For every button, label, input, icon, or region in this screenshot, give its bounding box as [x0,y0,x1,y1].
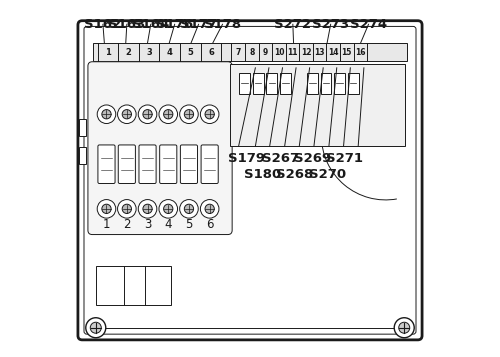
Text: 11: 11 [287,48,298,57]
FancyBboxPatch shape [84,26,416,334]
Circle shape [200,105,219,124]
Text: S176: S176 [156,18,193,31]
Circle shape [164,110,173,119]
FancyBboxPatch shape [78,21,422,340]
Circle shape [200,200,219,218]
Circle shape [97,105,116,124]
FancyBboxPatch shape [88,62,232,235]
Circle shape [159,105,178,124]
Circle shape [398,322,409,333]
Text: 15: 15 [342,48,352,57]
Circle shape [86,318,106,338]
Circle shape [394,318,414,338]
Circle shape [143,110,152,119]
Text: S178: S178 [204,18,241,31]
Bar [307,73,318,94]
Text: S163: S163 [108,18,146,31]
FancyBboxPatch shape [139,145,156,183]
FancyBboxPatch shape [160,145,177,183]
Text: S272: S272 [274,18,312,31]
Text: 14: 14 [328,48,338,57]
Bar [253,73,264,94]
Bar [280,73,290,94]
Circle shape [102,110,111,119]
Text: S267: S267 [262,152,300,165]
Circle shape [122,204,132,213]
Text: S269: S269 [294,152,332,165]
Circle shape [180,200,198,218]
Bar [334,73,345,94]
Text: 5: 5 [186,218,192,231]
Text: S274: S274 [350,18,387,31]
Text: 4: 4 [166,48,172,57]
Text: S180: S180 [244,169,282,181]
Text: 16: 16 [355,48,366,57]
Text: S271: S271 [326,152,364,165]
Text: S179: S179 [228,152,265,165]
FancyBboxPatch shape [180,145,198,183]
Text: 3: 3 [146,48,152,57]
Circle shape [97,200,116,218]
Circle shape [143,204,152,213]
Circle shape [138,200,157,218]
Text: S162: S162 [84,18,122,31]
Text: 6: 6 [208,48,214,57]
Bar [266,73,277,94]
Text: S164: S164 [132,18,170,31]
Text: 10: 10 [274,48,284,57]
Circle shape [102,204,111,213]
Text: 13: 13 [314,48,325,57]
Circle shape [90,322,102,333]
Circle shape [184,110,194,119]
Bar [93,43,407,61]
Text: 12: 12 [301,48,312,57]
Circle shape [180,105,198,124]
Text: S177: S177 [180,18,217,31]
Bar [78,119,86,136]
Circle shape [118,105,136,124]
FancyBboxPatch shape [201,145,218,183]
Text: 7: 7 [236,48,241,57]
Circle shape [164,204,173,213]
Circle shape [205,204,214,213]
Text: 2: 2 [123,218,130,231]
Text: S270: S270 [308,169,346,181]
Circle shape [122,110,132,119]
Text: 6: 6 [206,218,214,231]
Text: S268: S268 [276,169,314,181]
Text: 1: 1 [105,48,111,57]
Text: 3: 3 [144,218,151,231]
FancyBboxPatch shape [118,145,136,183]
Text: 8: 8 [249,48,254,57]
Text: S273: S273 [312,18,349,31]
Circle shape [205,110,214,119]
Text: 9: 9 [262,48,268,57]
Bar [96,266,170,305]
Text: 4: 4 [164,218,172,231]
Bar [320,73,332,94]
Bar [240,73,250,94]
Text: 5: 5 [188,48,194,57]
Bar [230,64,406,146]
Bar [348,73,358,94]
FancyBboxPatch shape [98,145,115,183]
Circle shape [118,200,136,218]
Circle shape [159,200,178,218]
Circle shape [138,105,157,124]
Text: 1: 1 [102,218,110,231]
Circle shape [184,204,194,213]
Bar [78,147,86,164]
Text: 2: 2 [126,48,131,57]
